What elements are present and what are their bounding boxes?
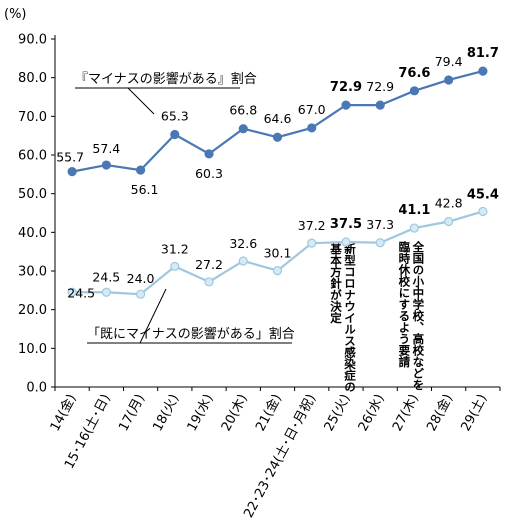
x-tick-label: 17(月) bbox=[116, 392, 148, 434]
data-point bbox=[478, 206, 488, 217]
y-axis-unit-label: (%) bbox=[4, 7, 27, 22]
annotation-text: 新型コロナウイルス感染症の bbox=[343, 242, 357, 392]
data-point bbox=[67, 167, 77, 177]
y-tick-label: 10.0 bbox=[18, 342, 47, 357]
data-label: 45.4 bbox=[467, 187, 499, 202]
data-point bbox=[67, 287, 77, 297]
callout-leader bbox=[127, 87, 155, 115]
data-label: 64.6 bbox=[264, 111, 292, 126]
data-point bbox=[238, 256, 248, 266]
data-point bbox=[101, 160, 111, 170]
x-tick-label: 29(土) bbox=[459, 392, 491, 434]
y-tick-label: 30.0 bbox=[18, 265, 47, 280]
x-axis-tick-labels: 14(金)15･16(土･日) 17(月) 18(火) 19(水) 20(木) 21(金)… bbox=[47, 391, 491, 520]
data-label: 60.3 bbox=[195, 166, 223, 181]
data-point bbox=[101, 287, 111, 297]
data-label: 37.3 bbox=[366, 217, 394, 232]
series-layer: 55.7 57.4 56.1 65.3 60.3 66.8 64.6 67.0 72.9 72.9… bbox=[56, 46, 499, 300]
x-tick-label: 28(金) bbox=[423, 391, 456, 434]
data-label: 79.4 bbox=[435, 54, 463, 69]
annotation-text: 全国の小中学校、高校などを bbox=[411, 240, 425, 391]
series-callout-label: 「既にマイナスの影響がある」割合 bbox=[87, 326, 295, 342]
x-tick-label: 19(水) bbox=[185, 392, 217, 434]
data-point bbox=[444, 216, 454, 227]
data-point bbox=[170, 261, 180, 271]
data-point bbox=[238, 124, 248, 134]
x-tick-label: 18(火) bbox=[150, 392, 182, 434]
data-label: 72.9 bbox=[366, 79, 394, 94]
data-point bbox=[375, 238, 385, 248]
x-tick-label: 26(水) bbox=[356, 392, 388, 434]
data-label: 66.8 bbox=[229, 103, 257, 118]
data-label: 56.1 bbox=[131, 182, 159, 197]
y-tick-label: 0.0 bbox=[26, 381, 47, 396]
data-label: 32.6 bbox=[229, 236, 257, 251]
data-label: 37.2 bbox=[298, 218, 326, 233]
data-point bbox=[444, 75, 454, 85]
data-label: 24.0 bbox=[127, 271, 155, 286]
data-label: 72.9 bbox=[330, 80, 362, 95]
data-label: 65.3 bbox=[161, 109, 189, 124]
data-point bbox=[135, 289, 146, 299]
series-callout-label: 『マイナスの影響がある』割合 bbox=[75, 71, 257, 87]
data-point bbox=[409, 86, 420, 96]
data-point bbox=[375, 100, 385, 110]
y-tick-label: 20.0 bbox=[18, 303, 47, 318]
data-point bbox=[272, 266, 283, 276]
annotation-text: 臨時休校にするよう要請 bbox=[397, 240, 411, 368]
y-tick-label: 90.0 bbox=[18, 33, 47, 48]
data-point bbox=[170, 129, 180, 140]
y-tick-label: 60.0 bbox=[18, 149, 47, 164]
data-point bbox=[478, 66, 488, 76]
data-label: 27.2 bbox=[195, 257, 223, 272]
data-label: 81.7 bbox=[467, 46, 499, 61]
x-tick-label: 20(木) bbox=[219, 392, 251, 434]
y-tick-label: 80.0 bbox=[18, 71, 47, 86]
data-label: 30.1 bbox=[264, 246, 292, 261]
data-label: 55.7 bbox=[56, 150, 84, 165]
y-tick-label: 40.0 bbox=[18, 226, 47, 241]
data-point bbox=[272, 132, 283, 142]
data-label: 57.4 bbox=[92, 141, 120, 156]
y-tick-label: 70.0 bbox=[18, 110, 47, 125]
data-label: 67.0 bbox=[298, 102, 326, 117]
data-point bbox=[204, 277, 214, 287]
data-point bbox=[409, 223, 420, 233]
data-label: 31.2 bbox=[161, 241, 189, 256]
x-tick-label: 21(金) bbox=[252, 391, 285, 434]
axes: 0.0 10.0 20.0 30.0 40.0 50.0 60.0 70.0 80.0 90.0 bbox=[18, 33, 501, 396]
data-label: 24.5 bbox=[92, 269, 120, 284]
data-point bbox=[341, 100, 351, 110]
data-point bbox=[307, 123, 317, 133]
annotation-text: 基本方針が決定 bbox=[329, 242, 343, 324]
data-label: 24.5 bbox=[67, 285, 95, 300]
x-tick-label: 25(火) bbox=[322, 392, 354, 434]
callout-leader bbox=[139, 288, 167, 344]
data-label: 42.8 bbox=[435, 196, 463, 211]
data-point bbox=[341, 237, 351, 247]
data-point bbox=[307, 238, 317, 248]
x-tick-label: 27(木) bbox=[390, 392, 422, 434]
x-tick-label: 14(金) bbox=[47, 391, 80, 434]
y-tick-label: 50.0 bbox=[18, 187, 47, 202]
series-callouts: 『マイナスの影響がある』割合「既にマイナスの影響がある」割合 bbox=[75, 71, 295, 344]
data-label: 76.6 bbox=[398, 66, 430, 81]
x-tick-label: 22･23･24(土･日･月祝) bbox=[241, 392, 319, 521]
data-point bbox=[204, 149, 214, 159]
data-label: 37.5 bbox=[330, 217, 362, 232]
data-point bbox=[135, 165, 146, 175]
data-label: 41.1 bbox=[398, 203, 430, 218]
